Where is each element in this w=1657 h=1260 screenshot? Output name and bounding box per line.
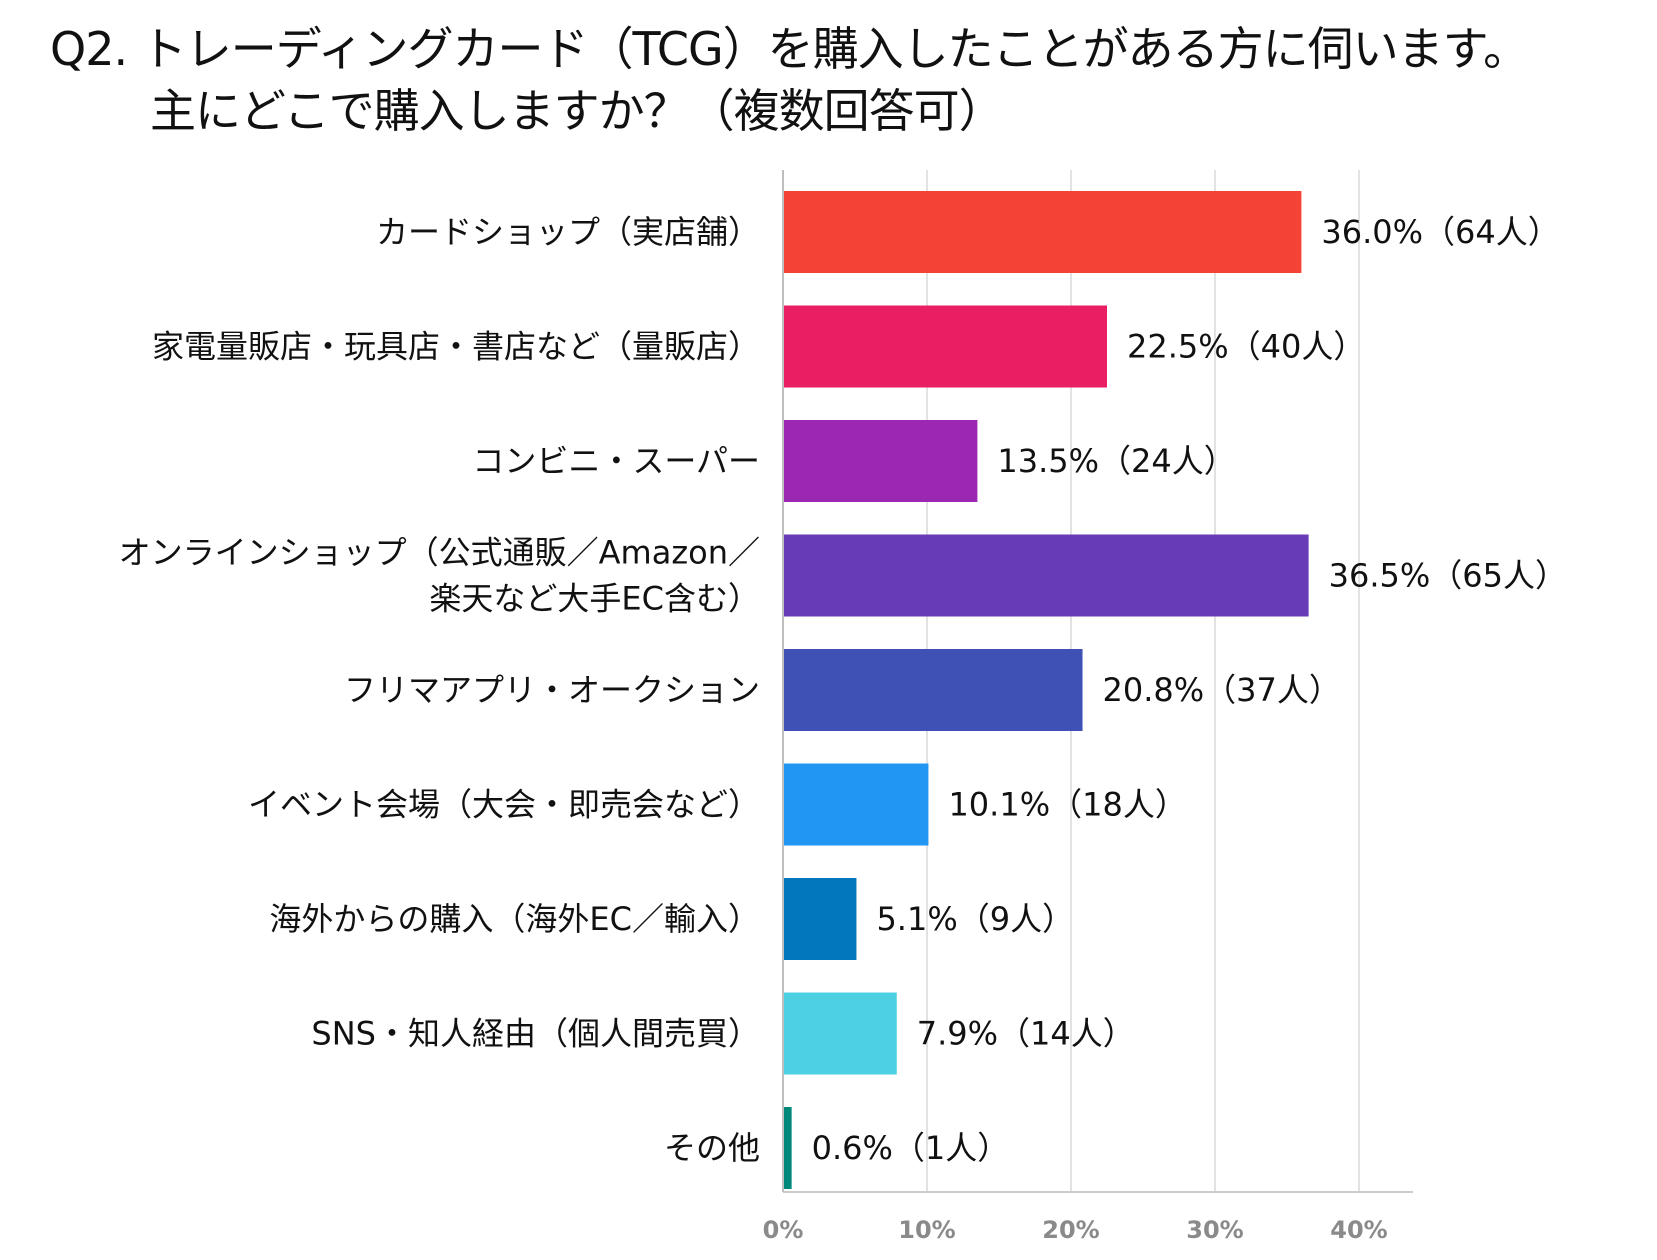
category-label: フリマアプリ・オークション [344, 671, 760, 709]
value-label: 10.1%（18人） [948, 786, 1186, 824]
chart-title-line1: Q2. トレーディングカード（TCG）を購入したことがある方に伺います。 [50, 22, 1529, 76]
value-label: 5.1%（9人） [876, 900, 1074, 938]
bar [783, 534, 1309, 617]
value-label: 20.8%（37人） [1103, 671, 1341, 709]
x-tick-label: 0% [763, 1216, 804, 1244]
value-label: 22.5%（40人） [1127, 328, 1365, 366]
chart-title-line2: 主にどこで購入しますか？（複数回答可） [150, 84, 1005, 138]
x-tick-label: 30% [1186, 1216, 1243, 1244]
value-label: 36.5%（65人） [1329, 557, 1567, 595]
category-label: オンラインショップ（公式通販／Amazon／ [119, 534, 760, 572]
category-label: イベント会場（大会・即売会など） [248, 786, 760, 824]
category-label: 海外からの購入（海外EC／輸入） [269, 900, 760, 938]
value-label: 13.5%（24人） [997, 442, 1235, 480]
bar [783, 649, 1083, 731]
bar [783, 191, 1302, 273]
bar [783, 878, 857, 960]
x-tick-label: 10% [898, 1216, 955, 1244]
category-label: コンビニ・スーパー [472, 442, 760, 480]
bar [783, 420, 978, 502]
bar [783, 305, 1107, 388]
bar [783, 763, 929, 846]
category-label: SNS・知人経由（個人間売買） [311, 1015, 760, 1053]
label-layer: カードショップ（実店舗） 36.0%（64人） 家電量販店・玩具店・書店など（量販店… [119, 213, 1567, 1167]
axis-layer: 0% 10% 20% 30% 40% [763, 170, 1413, 1244]
category-label: その他 [664, 1129, 760, 1167]
category-label: カードショップ（実店舗） [376, 213, 760, 251]
value-label: 0.6%（1人） [812, 1129, 1010, 1167]
x-tick-label: 40% [1330, 1216, 1387, 1244]
bar-layer [783, 191, 1309, 1189]
value-label: 36.0%（64人） [1321, 213, 1559, 251]
value-label: 7.9%（14人） [917, 1015, 1135, 1053]
bar [783, 992, 897, 1075]
category-label: 家電量販店・玩具店・書店など（量販店） [152, 328, 760, 366]
x-tick-label: 20% [1042, 1216, 1099, 1244]
bar [783, 1107, 792, 1189]
category-label: 楽天など大手EC含む） [429, 580, 760, 618]
chart-title: Q2. トレーディングカード（TCG）を購入したことがある方に伺います。 主にど… [50, 18, 1650, 142]
